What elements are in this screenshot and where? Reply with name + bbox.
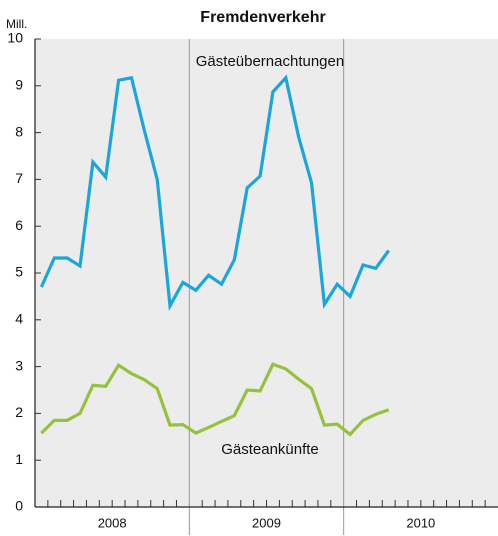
- y-axis-label: Mill.: [6, 17, 27, 31]
- year-label: 2009: [252, 515, 281, 530]
- y-tick-label: 5: [15, 264, 23, 280]
- y-tick-label: 4: [15, 311, 23, 327]
- series-label: Gästeankünfte: [221, 441, 319, 458]
- y-tick-label: 8: [15, 123, 23, 139]
- y-tick-label: 2: [15, 404, 23, 420]
- year-label: 2008: [98, 515, 127, 530]
- series-label: Gästeübernachtungen: [196, 53, 344, 70]
- series-line: [39, 74, 390, 312]
- y-tick-label: 3: [15, 357, 23, 373]
- y-tick-label: 9: [15, 77, 23, 93]
- y-tick-label: 6: [15, 217, 23, 233]
- y-tick-label: 7: [15, 170, 23, 186]
- series-line: [40, 362, 390, 437]
- y-tick-label: 10: [7, 30, 23, 46]
- chart-title: Fremdenverkehr: [200, 9, 325, 26]
- y-tick-label: 0: [15, 498, 23, 514]
- year-label: 2010: [406, 515, 435, 530]
- y-tick-label: 1: [15, 451, 23, 467]
- plot-area: [35, 39, 498, 507]
